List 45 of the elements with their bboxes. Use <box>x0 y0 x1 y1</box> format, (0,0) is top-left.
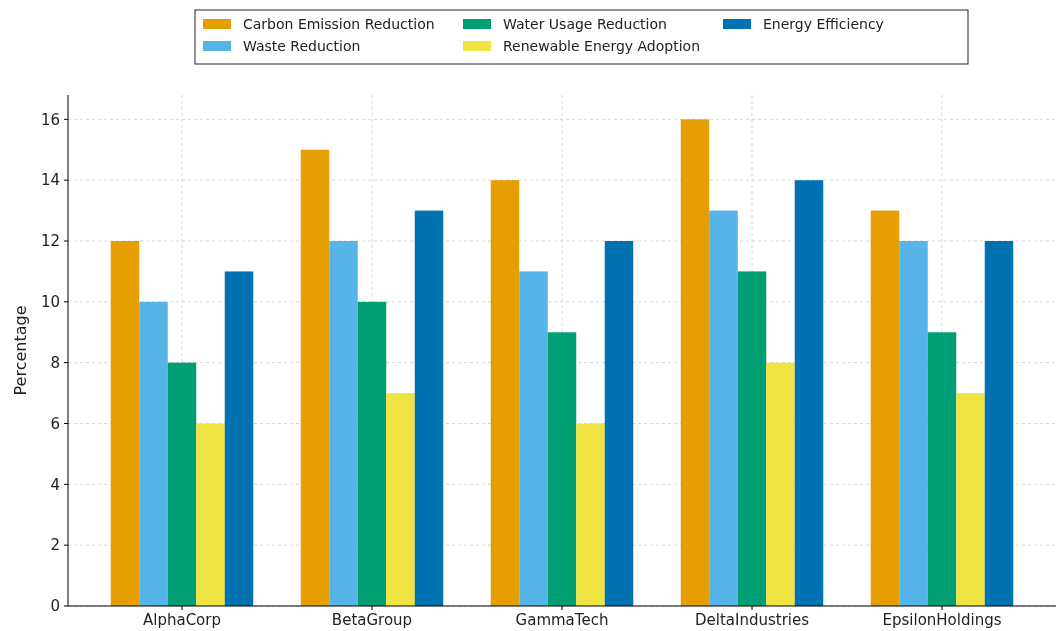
legend-label: Water Usage Reduction <box>503 15 667 32</box>
bar <box>709 210 738 606</box>
bar <box>414 210 444 606</box>
y-tick-label: 2 <box>50 536 60 555</box>
x-tick-label: AlphaCorp <box>143 611 221 629</box>
y-tick-label: 0 <box>50 597 60 616</box>
bar <box>139 301 168 606</box>
y-tick-label: 10 <box>40 293 60 312</box>
bar <box>490 180 520 606</box>
bar <box>794 180 824 606</box>
y-tick-label: 12 <box>40 232 60 251</box>
bar <box>357 301 387 606</box>
bar <box>899 241 928 606</box>
bar <box>300 149 330 606</box>
bar <box>984 241 1014 606</box>
y-tick-label: 14 <box>40 171 60 190</box>
y-tick-label: 4 <box>50 475 60 494</box>
bar <box>110 241 140 606</box>
bar <box>519 271 548 606</box>
bar <box>737 271 767 606</box>
bar <box>386 393 415 606</box>
bar <box>576 423 605 606</box>
legend-label: Carbon Emission Reduction <box>243 15 435 32</box>
bar <box>224 271 254 606</box>
legend-label: Renewable Energy Adoption <box>503 37 701 54</box>
bar <box>870 210 900 606</box>
bar <box>680 119 710 606</box>
bar <box>766 362 795 606</box>
legend-label: Waste Reduction <box>243 37 361 54</box>
x-tick-label: GammaTech <box>515 611 609 629</box>
bar <box>329 241 358 606</box>
y-axis-title: Percentage <box>11 305 30 396</box>
x-tick-label: DeltaIndustries <box>694 611 810 629</box>
bar <box>196 423 225 606</box>
y-tick-label: 6 <box>50 414 60 433</box>
bar <box>167 362 197 606</box>
x-tick-label: EpsilonHoldings <box>882 611 1002 629</box>
y-tick-label: 8 <box>50 353 60 372</box>
bar <box>956 393 985 606</box>
y-tick-label: 16 <box>40 110 60 129</box>
bar <box>547 332 577 606</box>
legend-label: Energy Efficiency <box>763 15 884 32</box>
bar <box>927 332 957 606</box>
bar <box>604 241 634 606</box>
x-tick-label: BetaGroup <box>331 611 413 629</box>
